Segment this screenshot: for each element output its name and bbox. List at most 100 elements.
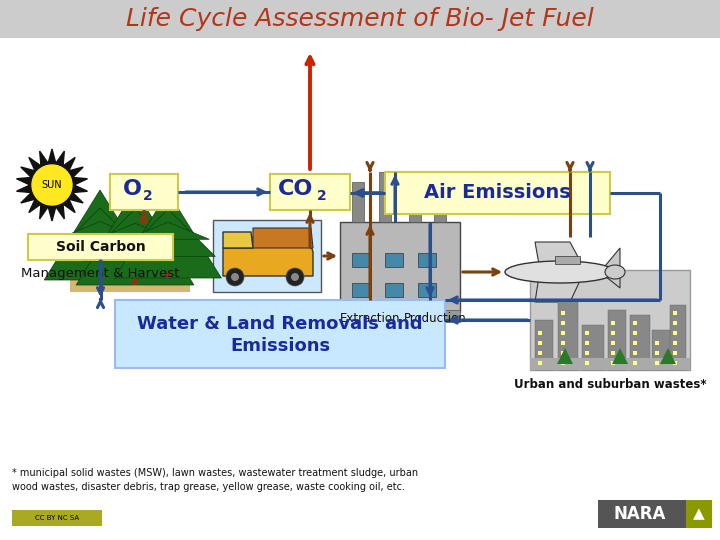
Bar xyxy=(633,321,637,325)
Bar xyxy=(530,358,690,370)
FancyBboxPatch shape xyxy=(28,234,173,260)
Polygon shape xyxy=(223,232,253,248)
Text: Air Emissions: Air Emissions xyxy=(424,184,571,202)
Bar xyxy=(561,311,565,315)
Bar xyxy=(630,315,650,370)
Bar xyxy=(352,182,364,222)
Bar xyxy=(633,361,637,365)
FancyBboxPatch shape xyxy=(213,220,321,292)
Bar xyxy=(633,341,637,345)
Bar xyxy=(673,351,677,355)
Circle shape xyxy=(32,165,72,205)
Bar xyxy=(611,361,615,365)
Polygon shape xyxy=(600,272,620,288)
FancyBboxPatch shape xyxy=(12,510,102,526)
FancyBboxPatch shape xyxy=(352,253,370,267)
Text: Soil Carbon: Soil Carbon xyxy=(55,240,145,254)
Polygon shape xyxy=(253,228,313,248)
Circle shape xyxy=(231,273,239,281)
Bar xyxy=(582,325,604,370)
Bar xyxy=(673,311,677,315)
Bar xyxy=(673,331,677,335)
Bar xyxy=(434,187,446,222)
Text: O: O xyxy=(122,179,142,199)
Bar xyxy=(585,341,589,345)
Text: Life Cycle Assessment of Bio- Jet Fuel: Life Cycle Assessment of Bio- Jet Fuel xyxy=(126,7,594,31)
Text: wood wastes, disaster debris, trap grease, yellow grease, waste cooking oil, etc: wood wastes, disaster debris, trap greas… xyxy=(12,482,405,492)
Bar xyxy=(611,351,615,355)
Bar xyxy=(561,341,565,345)
Bar xyxy=(670,305,686,370)
Polygon shape xyxy=(535,242,585,270)
FancyBboxPatch shape xyxy=(385,253,403,267)
Polygon shape xyxy=(612,348,628,364)
Bar xyxy=(673,321,677,325)
Bar xyxy=(655,351,659,355)
Bar xyxy=(673,361,677,365)
Circle shape xyxy=(286,268,304,286)
Polygon shape xyxy=(76,190,194,285)
Bar xyxy=(611,341,615,345)
Circle shape xyxy=(291,273,299,281)
FancyBboxPatch shape xyxy=(686,500,712,528)
FancyBboxPatch shape xyxy=(0,38,720,540)
Polygon shape xyxy=(17,149,87,221)
Polygon shape xyxy=(50,208,150,258)
Text: CC BY NC SA: CC BY NC SA xyxy=(35,515,79,521)
Text: ▲: ▲ xyxy=(693,507,705,522)
FancyBboxPatch shape xyxy=(418,253,436,267)
Text: * municipal solid wastes (MSW), lawn wastes, wastewater treatment sludge, urban: * municipal solid wastes (MSW), lawn was… xyxy=(12,468,418,478)
Bar xyxy=(673,341,677,345)
Bar xyxy=(608,310,626,370)
Bar xyxy=(633,351,637,355)
Polygon shape xyxy=(660,348,676,364)
Bar xyxy=(585,351,589,355)
Bar xyxy=(379,172,391,222)
Circle shape xyxy=(226,268,244,286)
Bar xyxy=(652,330,674,370)
Polygon shape xyxy=(83,209,187,261)
FancyBboxPatch shape xyxy=(598,500,686,528)
Bar xyxy=(561,321,565,325)
Text: CO: CO xyxy=(279,179,314,199)
FancyBboxPatch shape xyxy=(385,172,610,214)
Bar xyxy=(561,351,565,355)
Bar xyxy=(585,331,589,335)
Bar xyxy=(538,341,542,345)
Bar xyxy=(585,361,589,365)
FancyBboxPatch shape xyxy=(0,0,720,38)
Polygon shape xyxy=(535,270,585,302)
Text: Emissions: Emissions xyxy=(230,337,330,355)
Bar xyxy=(132,278,138,285)
Polygon shape xyxy=(600,248,620,272)
Bar xyxy=(340,310,460,322)
Bar xyxy=(535,320,553,370)
FancyBboxPatch shape xyxy=(270,174,350,210)
Text: SUN: SUN xyxy=(42,180,63,190)
FancyBboxPatch shape xyxy=(385,283,403,297)
Text: Management & Harvest: Management & Harvest xyxy=(22,267,180,280)
Bar xyxy=(70,278,190,292)
Polygon shape xyxy=(223,236,313,276)
Text: Extraction: Extraction xyxy=(340,312,400,325)
Polygon shape xyxy=(44,190,156,280)
Text: Urban and suburban wastes*: Urban and suburban wastes* xyxy=(513,377,706,390)
Bar xyxy=(538,331,542,335)
Text: Water & Land Removals and: Water & Land Removals and xyxy=(138,315,423,333)
Bar xyxy=(561,361,565,365)
Bar xyxy=(655,341,659,345)
Polygon shape xyxy=(114,192,221,278)
FancyBboxPatch shape xyxy=(352,283,370,297)
Text: 2: 2 xyxy=(317,189,327,203)
Bar xyxy=(633,331,637,335)
Polygon shape xyxy=(57,221,143,240)
Bar xyxy=(561,331,565,335)
Bar xyxy=(409,177,421,222)
Text: Production: Production xyxy=(404,312,467,325)
Bar xyxy=(655,361,659,365)
Polygon shape xyxy=(121,209,215,256)
Polygon shape xyxy=(557,348,573,364)
FancyBboxPatch shape xyxy=(418,283,436,297)
FancyBboxPatch shape xyxy=(340,222,460,312)
Bar xyxy=(165,271,171,278)
